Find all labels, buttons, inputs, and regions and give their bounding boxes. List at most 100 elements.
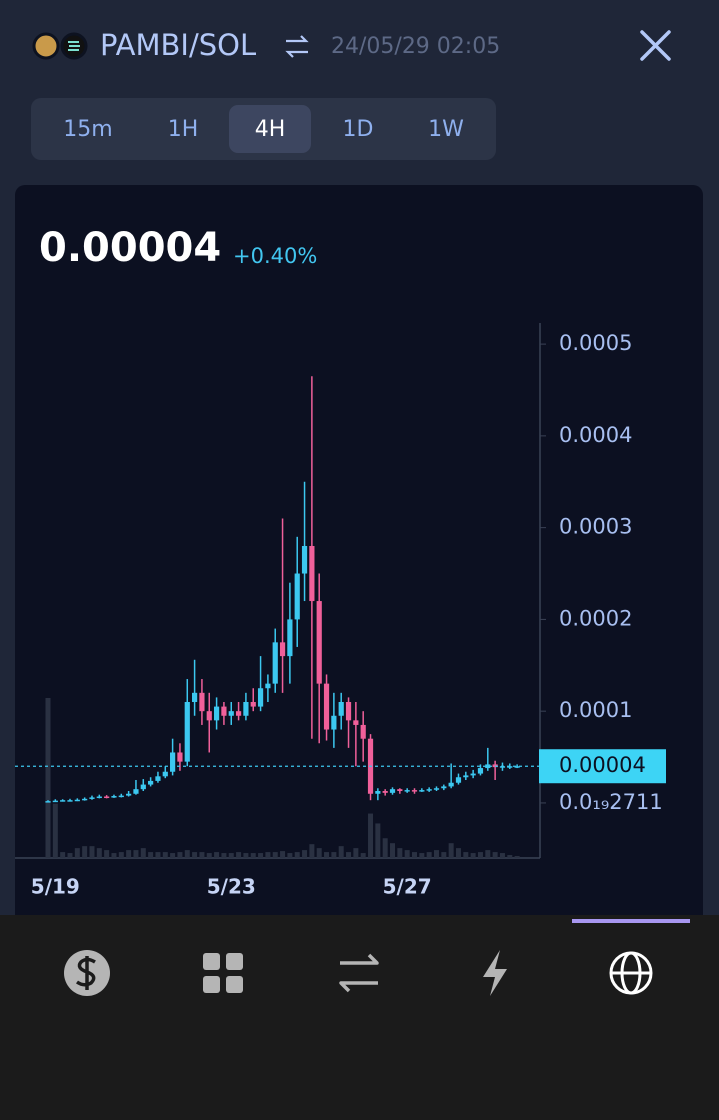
candle-body (140, 784, 146, 790)
volume-bar (309, 844, 315, 858)
volume-bar (199, 852, 205, 858)
candle-body (338, 701, 344, 716)
price-change: +0.40% (233, 244, 317, 268)
dollar-glyph (75, 956, 96, 990)
volume-bar (316, 848, 322, 858)
globe-icon[interactable] (609, 951, 653, 995)
close-button[interactable] (640, 30, 671, 61)
volume-bar (272, 852, 278, 858)
volume-bar (177, 852, 183, 858)
volume-bar (89, 846, 95, 858)
volume-bar (170, 853, 176, 858)
candle-body (331, 715, 337, 730)
y-tick-label: 0.0004 (559, 423, 632, 447)
volume-bar (214, 852, 220, 858)
candle-body (192, 692, 198, 702)
volume-bar (346, 852, 352, 858)
price: 0.00004 (39, 225, 221, 271)
volume-bar (126, 850, 132, 858)
volume-bar (82, 846, 88, 858)
candle-body (133, 789, 139, 794)
volume-bar (228, 853, 234, 858)
candle-body (118, 795, 124, 798)
candle-body (301, 545, 308, 574)
tab[interactable]: 1H (168, 117, 199, 142)
candle-body (45, 801, 51, 803)
candle-body (257, 688, 264, 707)
volume-bar (433, 850, 439, 858)
candle-body (89, 797, 95, 799)
candle-body (499, 766, 506, 768)
volume-bar (302, 850, 308, 858)
volume-bar (133, 850, 139, 858)
volume-bar (184, 850, 190, 858)
tab[interactable]: 4H (255, 117, 286, 142)
candle-body (287, 619, 293, 657)
swap-icon[interactable] (285, 35, 309, 58)
bolt-icon[interactable] (483, 950, 507, 996)
volume-bar (360, 853, 366, 858)
candle-body (463, 775, 469, 778)
volume-bar (96, 848, 102, 858)
candle-body (426, 789, 432, 791)
candle-body (111, 796, 117, 798)
volume-bar (148, 852, 154, 858)
volume-bar (67, 853, 73, 858)
candle-body (243, 701, 249, 716)
volume-bar (206, 853, 212, 858)
candle-body (323, 683, 330, 730)
candle-body (96, 796, 102, 799)
y-tick-label: 0.0003 (559, 515, 632, 539)
candle-body (170, 752, 176, 772)
candle-body (360, 724, 366, 739)
volume-bar (455, 848, 461, 858)
candle-body (206, 711, 212, 721)
volume-bar (397, 848, 403, 858)
volume-bar (353, 848, 359, 858)
candle-body (235, 711, 242, 716)
candle-body (104, 796, 110, 799)
candle-body (52, 800, 58, 803)
volume-bar (265, 852, 271, 858)
tab[interactable]: 1W (428, 117, 464, 142)
x-tick-label: 5/27 (383, 875, 432, 899)
candle-body (221, 706, 227, 716)
volume-bar (192, 852, 198, 858)
volume-bar (280, 851, 286, 858)
x-tick-label: 5/23 (207, 875, 256, 899)
volume-bar (236, 852, 242, 858)
swap-nav-icon[interactable] (339, 953, 379, 993)
candle-body (316, 601, 322, 684)
volume-bar (448, 843, 454, 858)
grid-icon[interactable] (203, 953, 243, 993)
candle-body (199, 692, 205, 712)
candle-body (148, 780, 154, 785)
y-tick-label: 0.0001 (559, 698, 632, 722)
volume-bar (287, 853, 293, 858)
token-icon (32, 32, 60, 60)
pair[interactable]: PAMBI/SOL (100, 28, 256, 62)
candle-body (411, 790, 418, 792)
y-tick-label: 0.0₁₉2711 (559, 790, 663, 814)
bottom-nav (0, 915, 719, 1120)
volume-bar (155, 852, 161, 858)
candle-body (404, 790, 410, 792)
candle-body (441, 786, 447, 789)
volume-bar (390, 843, 396, 858)
current-price-tag (539, 749, 666, 784)
tab[interactable]: 1D (343, 117, 374, 142)
candle-body (265, 683, 271, 689)
volume-bar (118, 852, 124, 858)
candle-body (82, 798, 88, 801)
tab[interactable]: 15m (63, 117, 112, 142)
volume-bar (441, 852, 447, 858)
volume-bar (294, 852, 300, 858)
candle-body (397, 789, 403, 792)
volume-bar (111, 853, 117, 858)
candle-body (162, 771, 168, 777)
candle-body (74, 799, 80, 802)
y-tick-label: 0.0005 (559, 331, 632, 355)
candle-body (353, 720, 359, 725)
